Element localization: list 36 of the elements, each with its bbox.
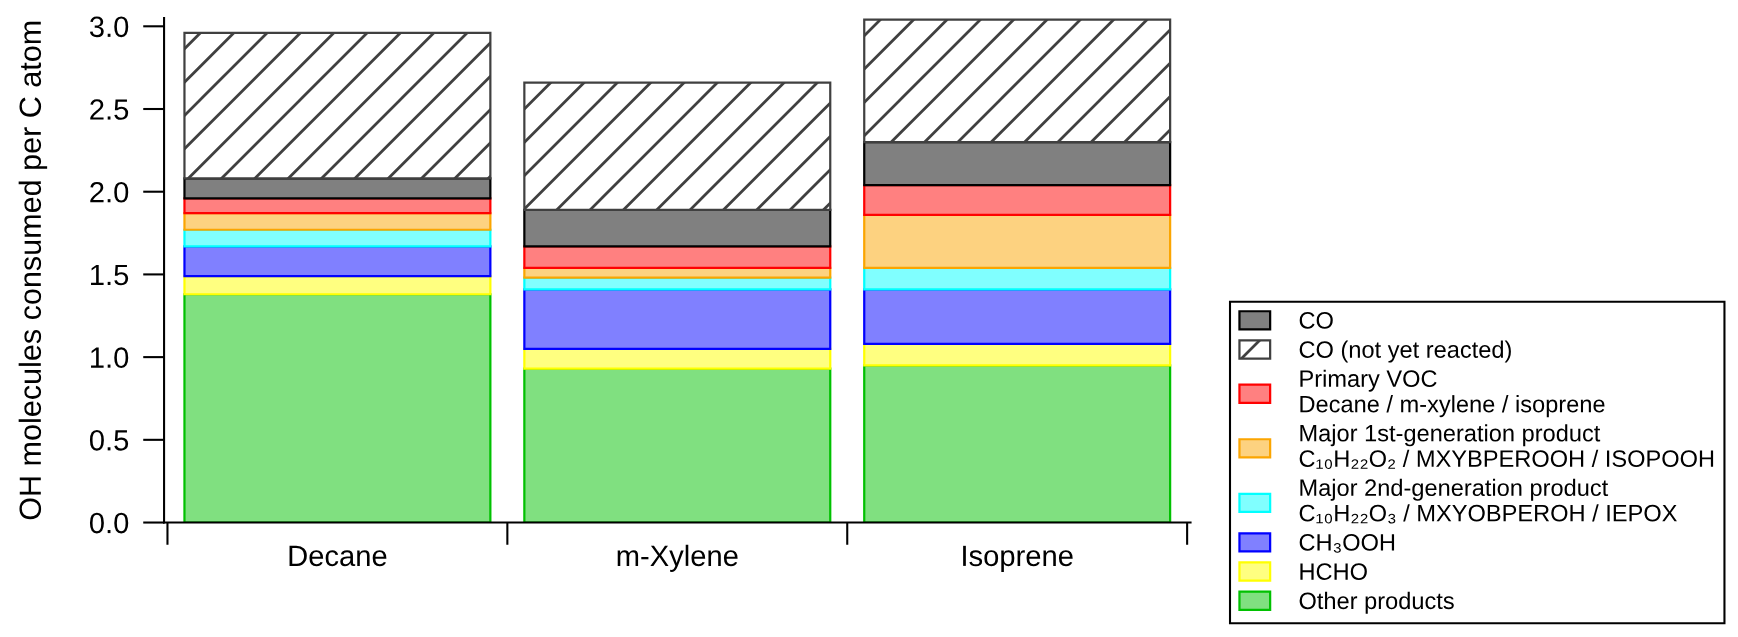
x-tick-label: Decane <box>289 545 387 567</box>
bar <box>523 367 832 523</box>
legend-label: CO <box>1299 312 1333 329</box>
legend-label: HCHO <box>1300 563 1367 580</box>
y-tick-label: 2.0 <box>90 181 129 203</box>
x-tick-label: Isoprene <box>963 545 1073 572</box>
bar <box>863 213 1172 269</box>
legend-label: Major 1st-generation product C₁₀H₂₂O₂ / MXYBPEROOH / ISOPOOH <box>1299 424 1714 469</box>
bar <box>863 342 1172 367</box>
y-tick-label: 2.5 <box>90 99 129 120</box>
bar <box>523 288 832 350</box>
bar <box>863 183 1172 216</box>
bar <box>863 288 1172 345</box>
y-tick-label: 3.0 <box>89 16 129 38</box>
legend-label: Other products <box>1299 591 1454 614</box>
bar <box>523 81 832 212</box>
bar <box>863 364 1172 523</box>
y-tick-label: 1.5 <box>91 264 129 286</box>
bar <box>183 245 492 278</box>
bar <box>183 212 492 231</box>
y-tick-label: 1.0 <box>91 347 129 368</box>
y-axis-title: OH molecules consumed per C atom <box>18 21 48 520</box>
bar <box>863 18 1172 144</box>
legend-label: Primary VOC Decane / m-xylene / isoprene <box>1300 369 1605 418</box>
y-tick-label: 0.5 <box>89 430 129 451</box>
bar <box>183 31 492 180</box>
bar <box>523 208 832 248</box>
bar <box>523 347 832 370</box>
legend-label: CH₃OOH <box>1299 534 1395 553</box>
bar <box>863 140 1172 187</box>
x-tick-label: m-Xylene <box>617 544 738 572</box>
y-tick-label: 0.0 <box>89 512 129 534</box>
legend-label: CO (not yet reacted) <box>1299 340 1511 363</box>
bar <box>183 293 492 523</box>
bar <box>523 245 832 269</box>
legend-label: Major 2nd-generation product C₁₀H₂₂O₃ / MXYOBPEROH / IEPOX <box>1299 478 1677 524</box>
